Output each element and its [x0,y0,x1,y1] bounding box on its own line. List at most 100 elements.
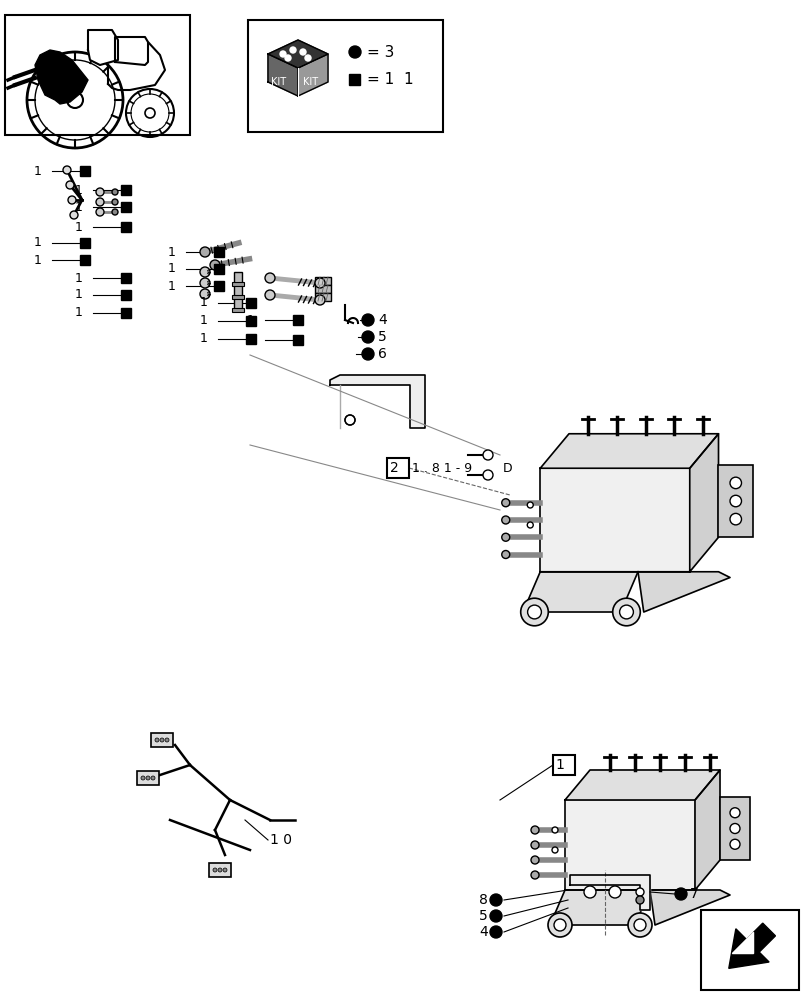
Text: 6: 6 [378,347,386,361]
Circle shape [345,415,354,425]
Polygon shape [298,54,328,96]
Bar [232,308,243,312]
Circle shape [141,776,145,780]
Circle shape [501,533,509,541]
Bar [315,285,331,293]
Text: 1 . 8 1 - 9: 1 . 8 1 - 9 [411,462,471,475]
Polygon shape [115,37,148,65]
Bar [349,74,360,85]
Bar [80,238,90,248]
Polygon shape [569,875,649,910]
Circle shape [483,450,492,460]
Circle shape [160,738,164,742]
Circle shape [530,856,539,864]
Polygon shape [694,770,719,890]
Circle shape [551,847,557,853]
Circle shape [527,605,541,619]
Circle shape [280,51,285,57]
Bar [214,264,224,274]
Bar [552,755,574,775]
Circle shape [729,513,740,525]
Circle shape [551,827,557,833]
Circle shape [145,108,155,118]
Circle shape [530,871,539,879]
Circle shape [305,55,311,61]
Bar [718,465,752,537]
Circle shape [608,886,620,898]
Text: KIT: KIT [303,77,318,87]
Circle shape [489,926,501,938]
Circle shape [501,550,509,558]
Circle shape [501,499,509,507]
Bar [247,20,443,132]
Polygon shape [329,375,424,428]
Text: 1: 1 [34,165,42,178]
Circle shape [483,470,492,480]
Polygon shape [268,40,328,68]
Polygon shape [564,770,719,800]
Circle shape [200,278,210,288]
Bar [246,334,255,344]
Circle shape [200,247,210,257]
Circle shape [285,55,290,61]
Circle shape [635,896,643,904]
Text: 1: 1 [168,279,176,292]
Circle shape [729,839,739,849]
Text: 1: 1 [75,306,83,320]
Circle shape [674,888,686,900]
Bar [214,247,224,257]
Polygon shape [649,890,729,925]
Circle shape [67,92,83,108]
Text: 8: 8 [478,893,487,907]
Bar [232,282,243,286]
Polygon shape [728,923,775,968]
Bar [121,185,131,195]
Text: 1: 1 [75,201,83,214]
Circle shape [200,267,210,277]
Circle shape [553,919,565,931]
Circle shape [165,738,169,742]
Bar [80,255,90,265]
Circle shape [96,188,104,196]
Circle shape [729,495,740,507]
Bar [387,458,409,478]
Text: 1: 1 [247,314,255,326]
Text: 2: 2 [389,461,398,475]
Circle shape [520,598,547,626]
Circle shape [530,841,539,849]
Text: = 3: = 3 [367,45,394,60]
Circle shape [547,913,571,937]
Polygon shape [732,932,753,954]
Circle shape [96,208,104,216]
Bar [121,290,131,300]
Text: 5: 5 [478,909,487,923]
Bar [214,281,224,291]
Text: 1: 1 [200,314,208,328]
Circle shape [729,477,740,489]
Text: 1: 1 [555,758,564,772]
Bar [564,800,694,890]
Circle shape [210,260,220,270]
Polygon shape [88,30,118,65]
Text: 1: 1 [34,253,42,266]
Circle shape [112,199,118,205]
Circle shape [489,910,501,922]
Bar [234,272,242,284]
Circle shape [362,348,374,360]
Bar [5,15,190,135]
Circle shape [729,808,739,818]
Circle shape [362,331,374,343]
Bar [151,733,173,747]
Circle shape [66,181,74,189]
Text: D: D [502,462,512,475]
Circle shape [583,886,595,898]
Circle shape [63,166,71,174]
Circle shape [70,211,78,219]
Text: 1: 1 [75,288,83,302]
Text: 1: 1 [168,262,176,275]
Circle shape [633,919,646,931]
Circle shape [200,289,210,299]
Text: 1: 1 [200,296,208,310]
Bar [293,335,303,345]
Bar [121,222,131,232]
